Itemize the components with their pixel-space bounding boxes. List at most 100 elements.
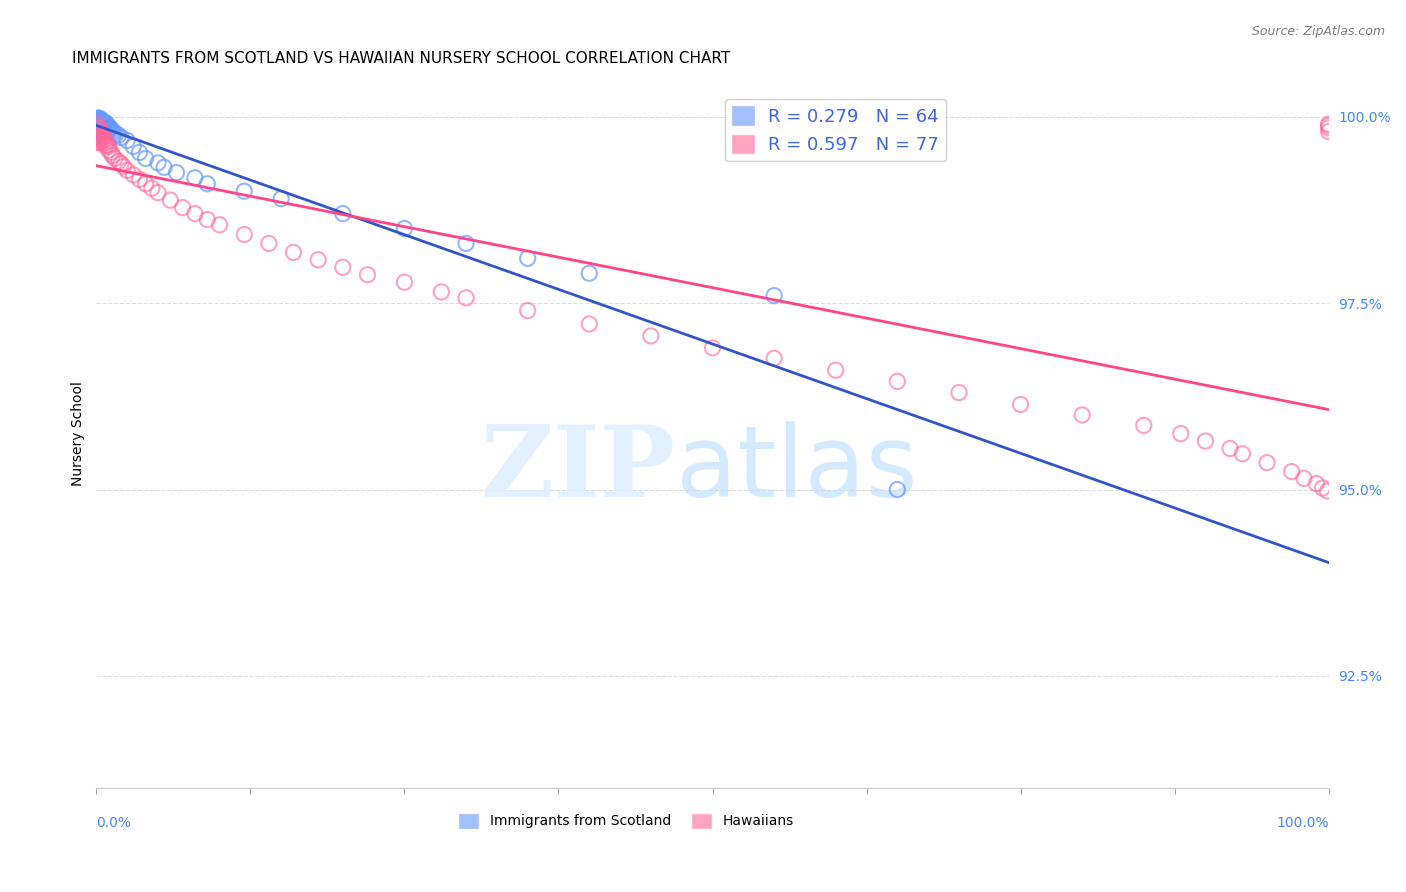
Point xyxy=(86,119,108,133)
Point xyxy=(87,112,110,127)
Point xyxy=(86,124,108,138)
Point xyxy=(100,122,122,136)
Point xyxy=(96,136,118,150)
Point xyxy=(283,245,305,260)
Point xyxy=(89,123,111,137)
Point xyxy=(100,145,122,160)
Point xyxy=(91,114,114,128)
Point xyxy=(87,111,110,125)
Point xyxy=(702,341,724,355)
Point xyxy=(86,120,108,134)
Point xyxy=(1316,483,1339,498)
Point xyxy=(87,125,110,139)
Point xyxy=(87,117,110,131)
Point xyxy=(91,116,114,130)
Point xyxy=(86,114,108,128)
Point xyxy=(86,117,108,131)
Point xyxy=(640,329,662,343)
Point xyxy=(104,152,127,166)
Point xyxy=(94,134,117,148)
Point xyxy=(90,117,112,131)
Point xyxy=(184,170,207,185)
Point xyxy=(87,120,110,134)
Point xyxy=(97,121,120,136)
Point xyxy=(159,193,181,207)
Point xyxy=(89,133,111,147)
Point xyxy=(128,145,150,160)
Point xyxy=(172,201,194,215)
Point xyxy=(94,118,117,132)
Point xyxy=(90,112,112,127)
Point xyxy=(270,192,292,206)
Point xyxy=(96,138,118,153)
Point xyxy=(1312,481,1334,495)
Point xyxy=(86,111,108,125)
Point xyxy=(356,268,378,282)
Point xyxy=(516,303,538,318)
Point xyxy=(332,206,354,220)
Point xyxy=(96,118,118,132)
Point xyxy=(86,117,108,131)
Point xyxy=(1281,465,1303,479)
Point xyxy=(86,130,108,145)
Point xyxy=(90,132,112,146)
Point xyxy=(107,128,129,143)
Point xyxy=(135,177,157,191)
Point xyxy=(195,212,218,227)
Point xyxy=(89,124,111,138)
Point xyxy=(135,152,157,166)
Point xyxy=(107,154,129,169)
Point xyxy=(101,148,124,162)
Point xyxy=(578,317,600,331)
Point xyxy=(394,275,416,289)
Point xyxy=(763,288,786,302)
Point xyxy=(94,115,117,129)
Point xyxy=(146,156,169,170)
Point xyxy=(91,134,114,148)
Point xyxy=(886,375,908,389)
Point xyxy=(87,120,110,134)
Point xyxy=(86,124,108,138)
Point xyxy=(89,116,111,130)
Y-axis label: Nursery School: Nursery School xyxy=(72,381,86,486)
Point xyxy=(208,218,231,232)
Point xyxy=(96,116,118,130)
Point xyxy=(87,135,110,149)
Point xyxy=(86,128,108,143)
Point xyxy=(233,227,256,242)
Point xyxy=(824,363,846,377)
Point xyxy=(89,119,111,133)
Point xyxy=(1219,442,1241,456)
Point xyxy=(394,221,416,235)
Point xyxy=(1317,120,1340,135)
Point xyxy=(94,138,117,153)
Point xyxy=(141,181,163,195)
Point xyxy=(454,291,477,305)
Point xyxy=(86,120,108,135)
Point xyxy=(86,134,108,148)
Point xyxy=(110,156,132,170)
Point xyxy=(93,117,115,131)
Point xyxy=(153,161,176,175)
Point xyxy=(105,127,128,141)
Point xyxy=(86,115,108,129)
Point xyxy=(86,120,108,135)
Point xyxy=(948,385,970,400)
Point xyxy=(87,115,110,129)
Point xyxy=(454,236,477,251)
Point xyxy=(110,130,132,145)
Point xyxy=(1194,434,1216,448)
Point xyxy=(195,177,218,191)
Point xyxy=(257,236,280,251)
Point xyxy=(332,260,354,275)
Point xyxy=(101,124,124,138)
Point xyxy=(430,285,453,299)
Point xyxy=(1071,408,1094,422)
Point xyxy=(165,165,187,179)
Point xyxy=(763,351,786,366)
Legend: Immigrants from Scotland, Hawaiians: Immigrants from Scotland, Hawaiians xyxy=(454,808,799,834)
Text: 100.0%: 100.0% xyxy=(1277,816,1329,830)
Text: ZIP: ZIP xyxy=(481,420,675,517)
Point xyxy=(128,172,150,186)
Point xyxy=(98,120,121,135)
